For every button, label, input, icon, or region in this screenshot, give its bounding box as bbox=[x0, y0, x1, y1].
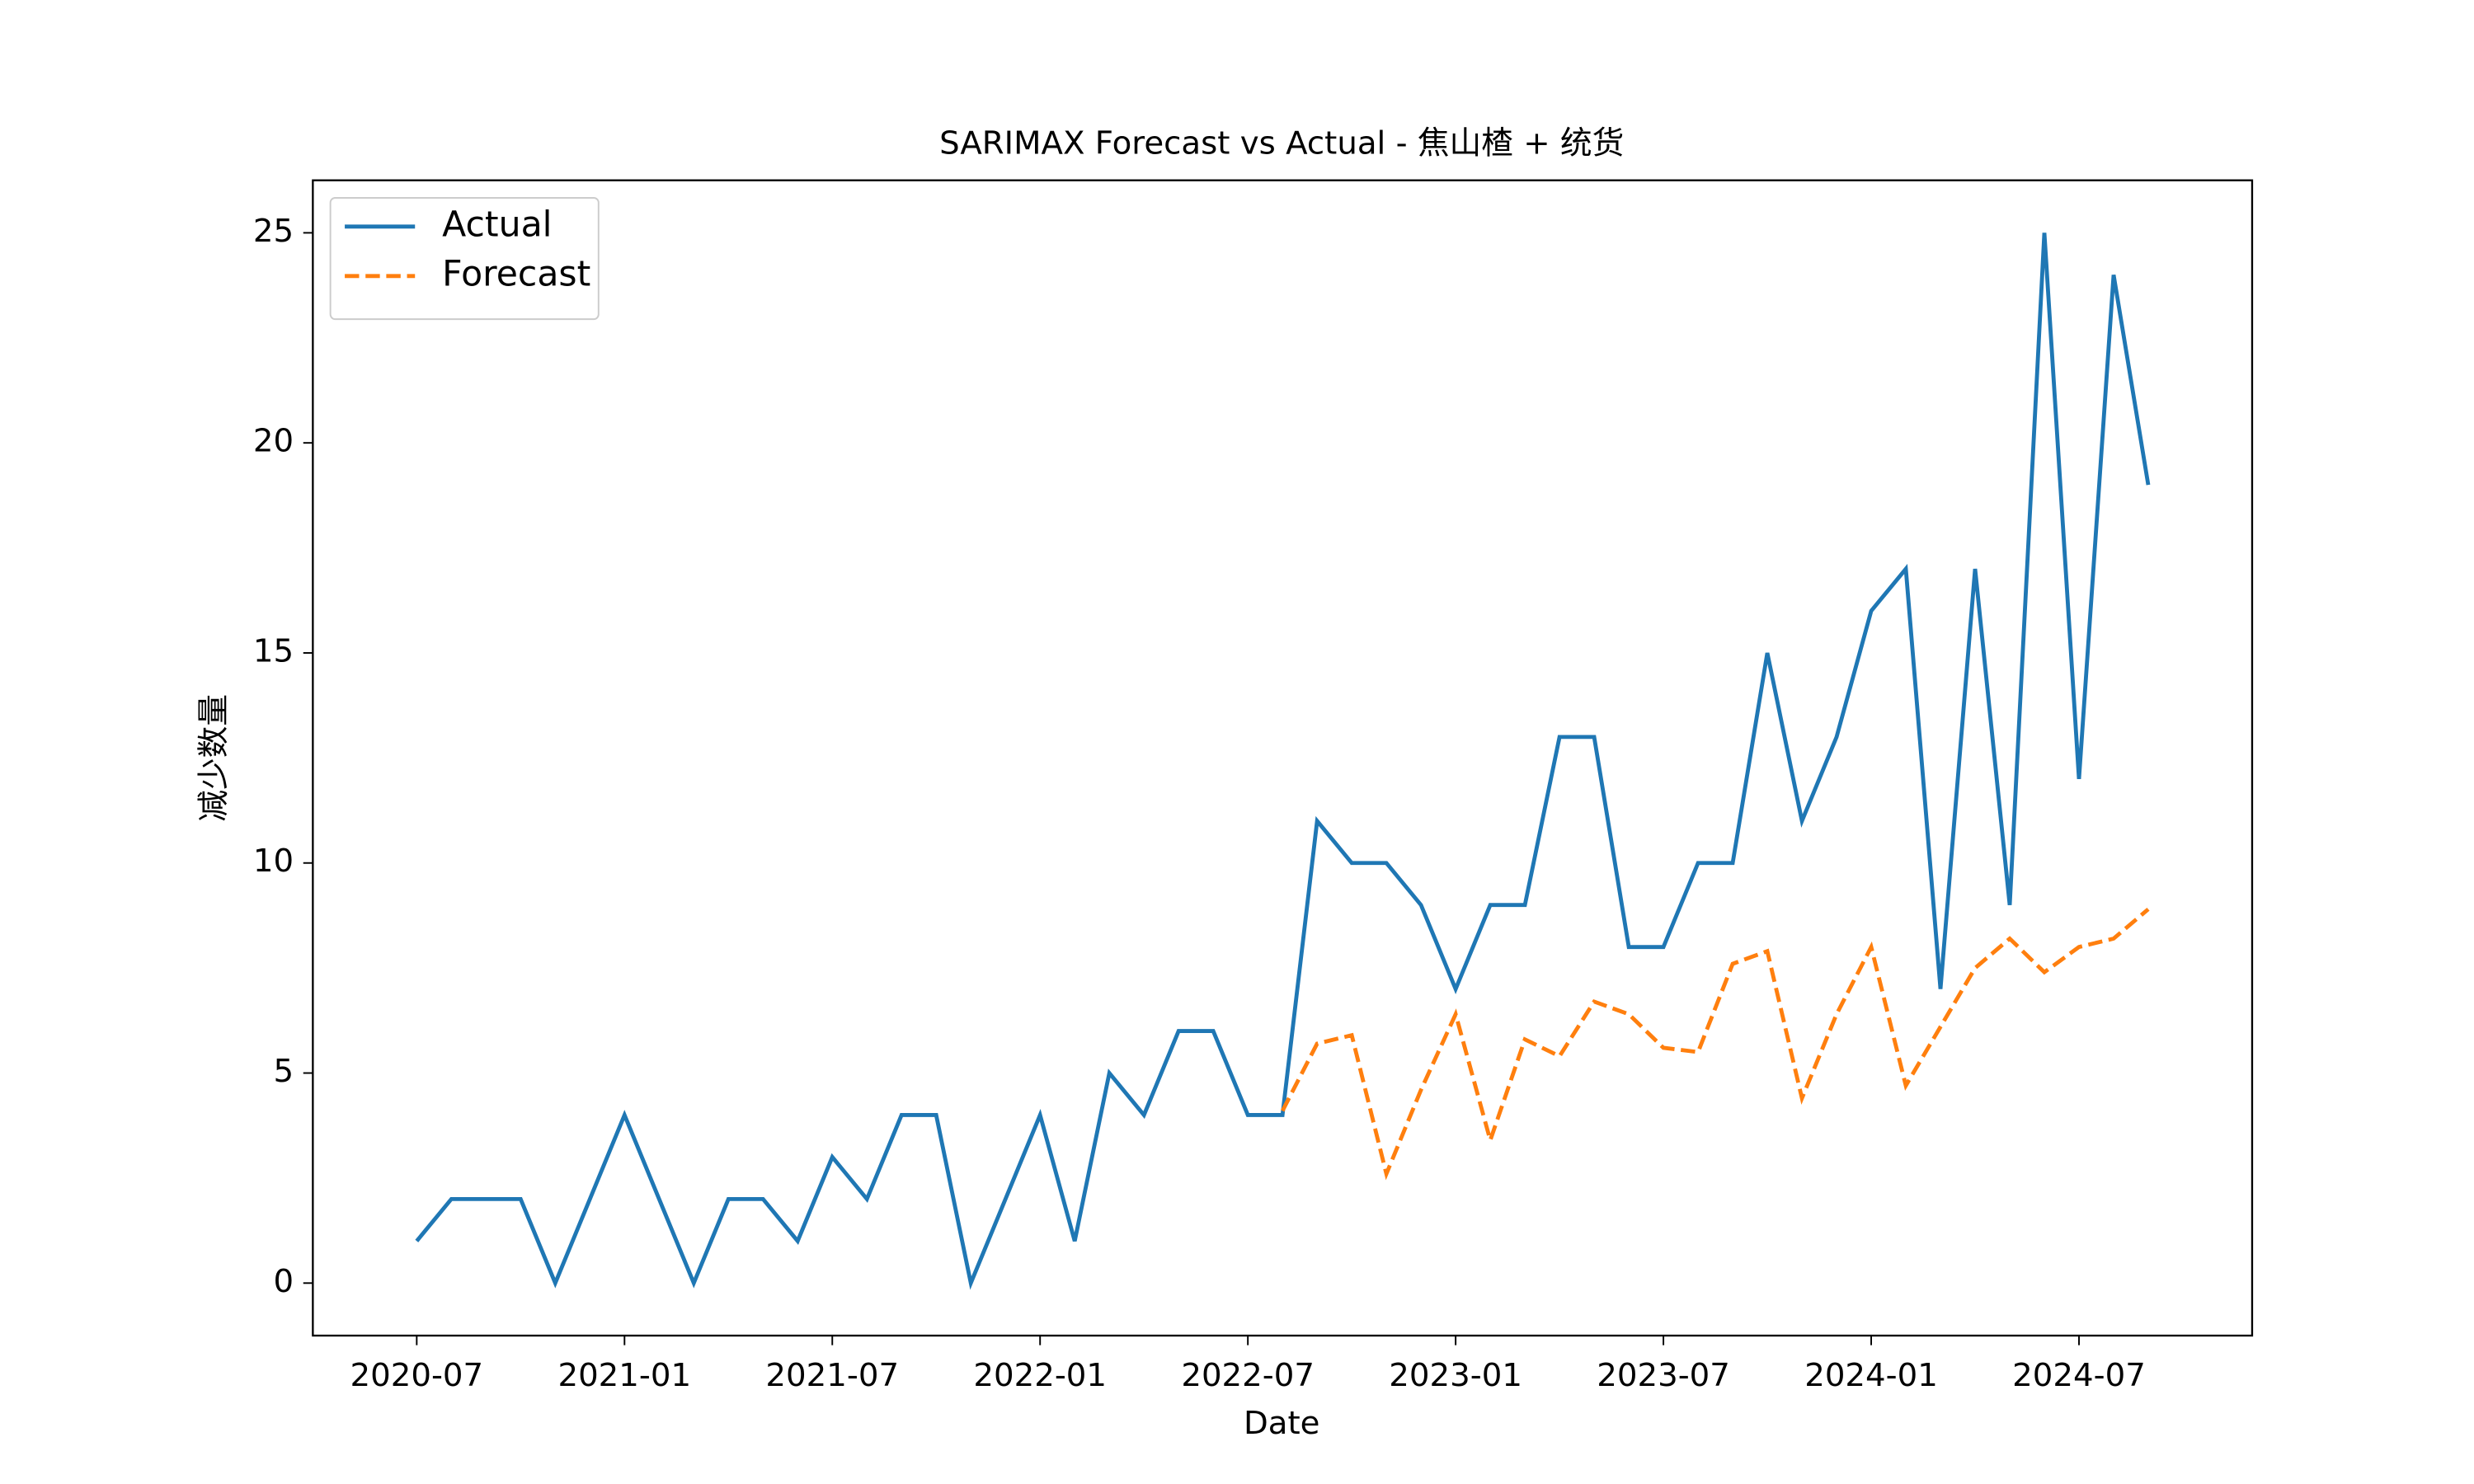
x-axis-label: Date bbox=[1244, 1405, 1319, 1442]
x-tick-label: 2023-01 bbox=[1389, 1357, 1522, 1394]
x-tick-label: 2022-01 bbox=[973, 1357, 1107, 1394]
x-tick-label: 2021-01 bbox=[557, 1357, 691, 1394]
y-axis-label: 减少数量 bbox=[195, 694, 233, 822]
y-tick-label: 10 bbox=[253, 843, 294, 880]
x-tick-label: 2022-07 bbox=[1181, 1357, 1315, 1394]
plot-frame bbox=[312, 179, 2254, 1337]
y-tick-label: 20 bbox=[253, 423, 294, 460]
x-tick-label: 2021-07 bbox=[765, 1357, 899, 1394]
legend-label: Actual bbox=[442, 204, 552, 245]
legend-label: Forecast bbox=[442, 253, 590, 294]
x-tick-label: 2023-07 bbox=[1597, 1357, 1730, 1394]
y-tick-label: 0 bbox=[274, 1263, 294, 1300]
y-tick-label: 5 bbox=[274, 1053, 294, 1090]
chart-title: SARIMAX Forecast vs Actual - 焦山楂 + 统货 bbox=[939, 125, 1624, 162]
series-line bbox=[415, 232, 2151, 1290]
x-tick-label: 2024-01 bbox=[1804, 1357, 1938, 1394]
series-line bbox=[1281, 907, 2150, 1181]
y-tick-label: 25 bbox=[253, 213, 294, 250]
x-tick-label: 2024-07 bbox=[2012, 1357, 2146, 1394]
x-tick-label: 2020-07 bbox=[350, 1357, 484, 1394]
y-tick-label: 15 bbox=[253, 632, 294, 669]
